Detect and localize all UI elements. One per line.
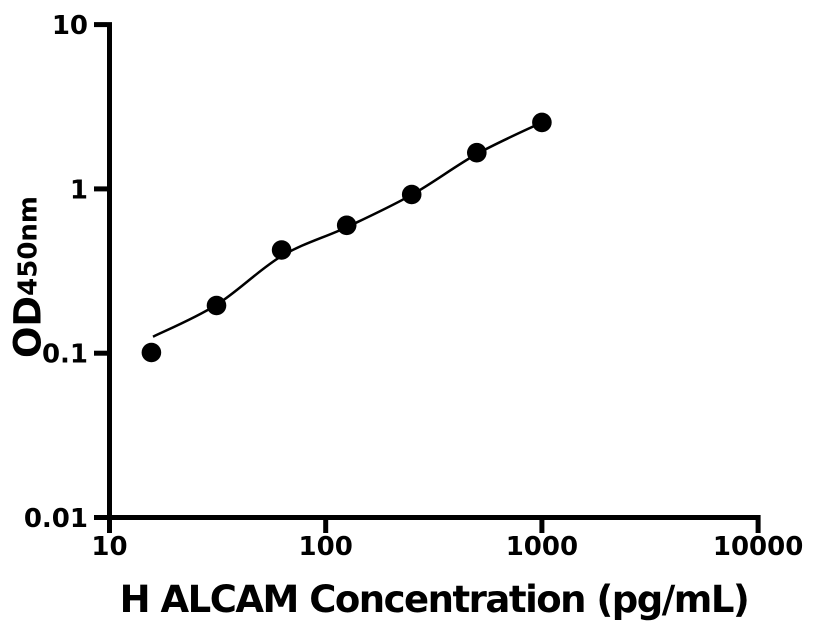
data-point xyxy=(532,112,552,133)
y-tick-label: 0.1 xyxy=(42,340,88,370)
x-tick-label: 10 xyxy=(91,532,127,562)
data-point xyxy=(401,184,422,205)
y-axis-title: OD 450nm xyxy=(6,195,50,359)
y-tick-label: 0.01 xyxy=(24,504,88,534)
y-tick-label: 1 xyxy=(70,175,88,205)
x-tick-label: 100 xyxy=(299,532,353,562)
y-tick-label: 10 xyxy=(52,11,88,41)
x-tick-label: 1000 xyxy=(506,532,578,562)
data-point xyxy=(271,240,292,260)
data-point xyxy=(467,142,487,163)
y-axis-title-main: OD xyxy=(6,295,50,359)
data-point xyxy=(336,215,357,236)
x-axis-title: H ALCAM Concentration (pg/mL) xyxy=(119,578,750,621)
data-point xyxy=(206,295,227,316)
data-point xyxy=(141,342,162,363)
y-axis-title-subscript: 450nm xyxy=(13,195,43,296)
x-tick-label: 10000 xyxy=(713,532,803,562)
